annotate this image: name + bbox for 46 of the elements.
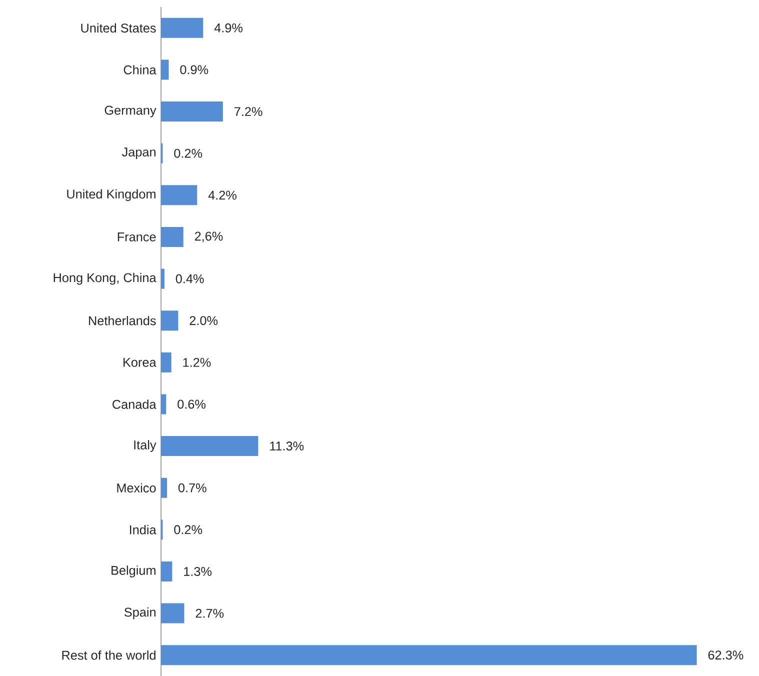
data-label: 0.7% — [178, 483, 206, 492]
data-label: 1.2% — [183, 358, 211, 367]
bar — [161, 268, 164, 289]
bar — [161, 60, 169, 80]
bar — [161, 394, 166, 414]
y-tick-label: United States — [81, 23, 156, 33]
y-tick-label: Korea — [124, 358, 156, 367]
y-tick-label: India — [130, 525, 156, 534]
bar — [161, 645, 697, 666]
data-label: 4.9% — [214, 23, 242, 32]
data-label: 0.4% — [176, 274, 204, 284]
bar — [161, 185, 198, 206]
data-label: 0.9% — [180, 65, 208, 74]
bar — [161, 561, 172, 582]
data-label: 2.7% — [196, 608, 224, 618]
bar — [161, 436, 258, 456]
y-tick-label: Germany — [104, 106, 156, 118]
data-label: 0.2% — [174, 525, 202, 534]
data-label: 4.2% — [208, 190, 236, 200]
bar — [161, 226, 184, 247]
y-tick-label: Netherlands — [89, 316, 156, 326]
data-label: 2.0% — [190, 316, 218, 326]
bar — [161, 603, 184, 624]
y-tick-label: Italy — [134, 440, 156, 452]
bar — [161, 18, 204, 38]
bar — [161, 102, 223, 122]
bar — [161, 478, 168, 498]
data-label: 1.3% — [184, 566, 212, 576]
y-tick-label: United Kingdom — [67, 189, 156, 202]
data-label: 0.6% — [178, 400, 206, 409]
y-tick-label: Spain — [124, 607, 156, 620]
data-label: 0.2% — [174, 148, 202, 158]
y-tick-label: Rest of the world — [62, 650, 156, 660]
y-tick-label: Hong Kong, China — [54, 272, 156, 285]
bar — [161, 352, 172, 372]
y-tick-label: Mexico — [117, 483, 156, 493]
y-tick-label: Belgium — [112, 566, 156, 578]
data-label: 11.3% — [270, 442, 304, 451]
y-tick-label: Canada — [112, 400, 156, 409]
bar — [161, 310, 178, 331]
y-tick-label: France — [118, 232, 156, 242]
y-tick-label: China — [124, 65, 156, 74]
data-label: 7.2% — [234, 107, 262, 116]
y-tick-label: Japan — [122, 148, 156, 160]
data-label: 62.3% — [708, 650, 744, 660]
data-label: 2,6% — [194, 232, 223, 242]
